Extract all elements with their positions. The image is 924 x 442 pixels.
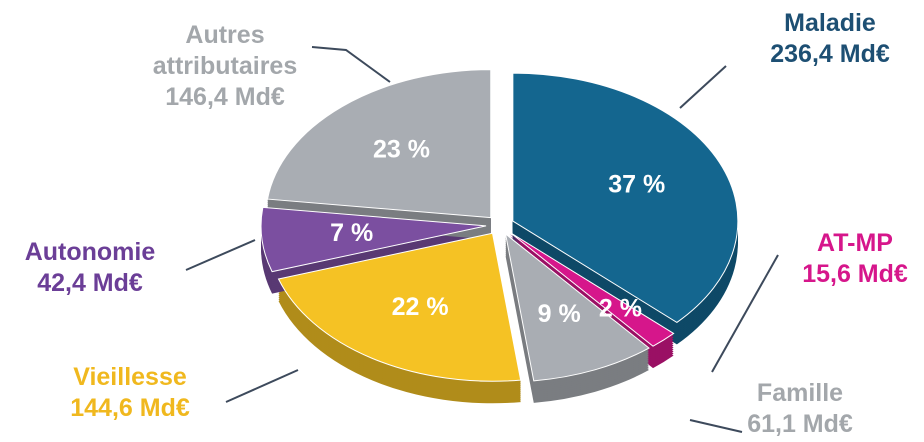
category-amount: 61,1 Md€ <box>747 410 853 438</box>
slice <box>266 69 492 219</box>
category-name: Autres attributaires <box>152 21 298 80</box>
slice <box>509 231 675 347</box>
category-name: Autonomie <box>24 238 156 266</box>
category-name: Vieillesse <box>73 363 187 391</box>
category-label: Famille 61,1 Md€ <box>700 378 900 440</box>
leader-line <box>225 369 299 403</box>
leader-line <box>311 46 391 83</box>
category-label: Autonomie 42,4 Md€ <box>0 237 190 299</box>
leader-line <box>689 419 743 433</box>
category-label: Vieillesse 144,6 Md€ <box>20 362 240 424</box>
category-amount: 144,6 Md€ <box>70 394 190 422</box>
value-label: 37 % <box>608 170 665 198</box>
category-label: Autres attributaires 146,4 Md€ <box>115 20 335 113</box>
slice <box>260 206 487 273</box>
slice <box>512 72 739 324</box>
leader-line <box>711 254 779 373</box>
slice <box>277 232 522 382</box>
value-label: 7 % <box>330 219 373 247</box>
value-label: 22 % <box>392 293 449 321</box>
category-label: Maladie 236,4 Md€ <box>730 8 924 70</box>
category-label: AT-MP 15,6 Md€ <box>765 228 924 290</box>
category-name: Maladie <box>784 9 876 37</box>
value-label: 2 % <box>599 294 642 322</box>
category-amount: 15,6 Md€ <box>802 260 908 288</box>
category-amount: 146,4 Md€ <box>165 83 285 111</box>
leader-line <box>679 65 727 109</box>
slices <box>260 69 739 382</box>
category-name: Famille <box>756 379 844 407</box>
value-label: 23 % <box>373 136 430 164</box>
value-label: 9 % <box>538 300 581 328</box>
leader-line <box>185 239 256 271</box>
category-amount: 236,4 Md€ <box>770 40 890 68</box>
slice <box>504 232 650 382</box>
category-name: AT-MP <box>817 229 893 257</box>
category-amount: 42,4 Md€ <box>37 269 143 297</box>
